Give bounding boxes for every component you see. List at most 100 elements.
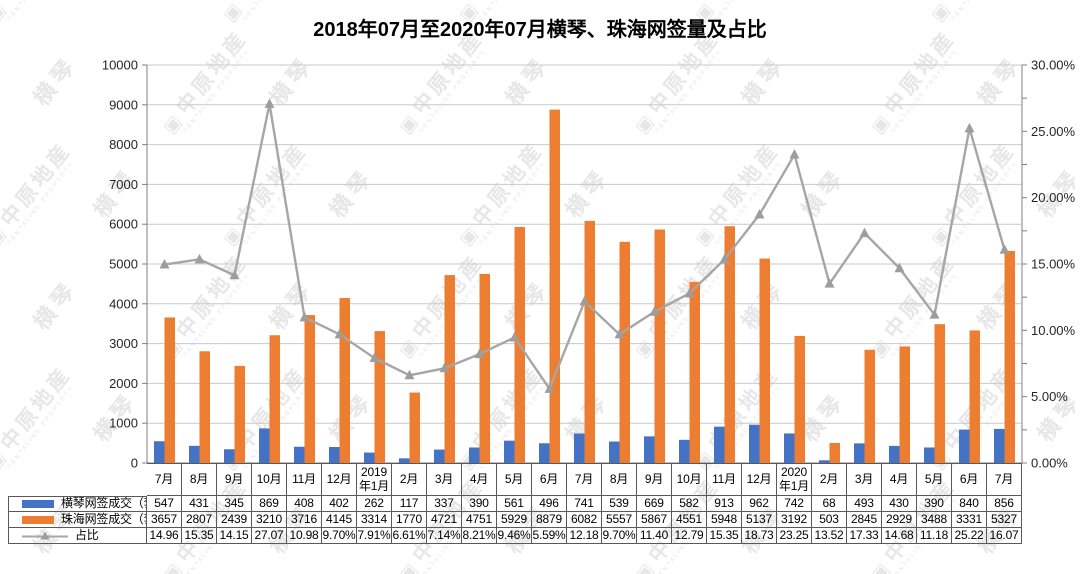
value-cell: 8879 xyxy=(532,512,567,528)
legend-label: 横琴网签成交（套） xyxy=(61,496,146,511)
value-cell: 390 xyxy=(462,496,497,512)
value-cell: 408 xyxy=(287,496,322,512)
hengqin-bar xyxy=(819,460,830,463)
value-cell: 15.35 xyxy=(707,528,742,544)
zhuhai-bar xyxy=(759,258,770,463)
month-header-cell: 3月 xyxy=(427,463,462,496)
legend-cell: 横琴网签成交（套） xyxy=(8,496,147,512)
hengqin-bar xyxy=(434,449,445,463)
right-axis-label: 25.00% xyxy=(1031,124,1076,139)
zhuhai-bar xyxy=(339,298,350,463)
hengqin-bar xyxy=(749,424,760,463)
value-cell: 582 xyxy=(672,496,707,512)
ratio-marker xyxy=(754,209,765,219)
ratio-marker xyxy=(964,122,975,133)
value-cell: 4551 xyxy=(672,512,707,528)
left-axis-label: 5000 xyxy=(109,257,138,272)
value-cell: 3314 xyxy=(357,512,392,528)
ratio-marker xyxy=(369,352,380,363)
zhuhai-legend-swatch xyxy=(22,515,54,524)
ratio-marker xyxy=(264,98,275,108)
value-cell: 345 xyxy=(217,496,252,512)
zhuhai-bar xyxy=(724,226,735,463)
value-cell: 741 xyxy=(567,496,602,512)
value-cell: 15.35 xyxy=(182,528,217,544)
zhuhai-bar xyxy=(199,351,210,463)
hengqin-bar xyxy=(399,458,410,463)
hengqin-legend-swatch xyxy=(22,500,54,508)
value-cell: 669 xyxy=(637,496,672,512)
value-cell: 402 xyxy=(322,496,357,512)
hengqin-bar xyxy=(959,429,970,463)
value-cell: 14.96 xyxy=(147,528,182,544)
legend-cell: 珠海网签成交（套） xyxy=(8,512,147,528)
month-header-cell: 5月 xyxy=(917,463,952,496)
value-cell: 4721 xyxy=(427,512,462,528)
value-cell: 2845 xyxy=(847,512,882,528)
value-cell: 5137 xyxy=(742,512,777,528)
zhuhai-bar xyxy=(899,346,910,463)
month-header-cell: 2019 年1月 xyxy=(357,463,392,496)
hengqin-bar xyxy=(329,447,340,463)
ratio-marker xyxy=(159,259,170,269)
month-header-cell: 8月 xyxy=(182,463,217,496)
right-axis-label: 10.00% xyxy=(1031,323,1076,338)
hengqin-bar xyxy=(539,443,550,463)
month-header-cell: 8月 xyxy=(602,463,637,496)
left-axis-label: 7000 xyxy=(109,177,138,192)
hengqin-bar xyxy=(259,428,270,463)
zhuhai-bar xyxy=(1004,250,1015,463)
data-table: 7月 8月 9月 10月 11月 12月 2019 年1月 2月 3月 4月 5月 6月 7月 8月 9月 10… xyxy=(8,463,1022,544)
value-cell: 68 xyxy=(812,496,847,512)
zhuhai-bar xyxy=(829,442,840,463)
right-axis-label: 5.00% xyxy=(1031,389,1068,404)
value-cell: 337 xyxy=(427,496,462,512)
month-header-cell: 2月 xyxy=(812,463,847,496)
month-header-cell: 6月 xyxy=(952,463,987,496)
value-cell: 117 xyxy=(392,496,427,512)
ratio-marker xyxy=(999,244,1010,254)
zhuhai-bar xyxy=(304,315,315,463)
zhuhai-bar xyxy=(234,365,245,463)
zhuhai-bar xyxy=(934,324,945,463)
month-header-cell: 6月 xyxy=(532,463,567,496)
value-cell: 431 xyxy=(182,496,217,512)
ratio-marker xyxy=(334,328,345,339)
month-header-cell: 7月 xyxy=(987,463,1022,496)
ratio-marker xyxy=(229,269,240,280)
value-cell: 547 xyxy=(147,496,182,512)
value-cell: 27.07 xyxy=(252,528,287,544)
value-cell: 742 xyxy=(777,496,812,512)
value-cell: 3192 xyxy=(777,512,812,528)
value-cell: 3488 xyxy=(917,512,952,528)
value-cell: 5.59% xyxy=(532,528,567,544)
month-header-cell: 7月 xyxy=(147,463,182,496)
value-cell: 9.70% xyxy=(602,528,637,544)
month-header-cell: 7月 xyxy=(567,463,602,496)
value-cell: 5929 xyxy=(497,512,532,528)
value-cell: 390 xyxy=(917,496,952,512)
ratio-marker xyxy=(894,262,905,273)
chart-title: 2018年07月至2020年07月横琴、珠海网签量及占比 xyxy=(313,19,767,41)
left-axis-label: 9000 xyxy=(109,97,138,112)
ratio-marker xyxy=(649,306,660,316)
value-cell: 493 xyxy=(847,496,882,512)
value-cell: 503 xyxy=(812,512,847,528)
value-cell: 6082 xyxy=(567,512,602,528)
ratio-marker xyxy=(194,253,205,264)
ratio-marker xyxy=(299,311,310,322)
left-axis-label: 2000 xyxy=(109,376,138,391)
table-row: 占比 14.96 15.35 14.15 27.07 10.98 9.70% 7.91% 6.6… xyxy=(8,528,1022,544)
value-cell: 9.70% xyxy=(322,528,357,544)
zhuhai-bar xyxy=(549,109,560,464)
right-axis-label: 20.00% xyxy=(1031,190,1076,205)
left-axis-label: 3000 xyxy=(109,336,138,351)
value-cell: 4751 xyxy=(462,512,497,528)
table-row: 横琴网签成交（套）5474313458694084022621173373905… xyxy=(8,496,1022,512)
value-cell: 262 xyxy=(357,496,392,512)
value-cell: 13.52 xyxy=(812,528,847,544)
hengqin-bar xyxy=(889,445,900,463)
value-cell: 3716 xyxy=(287,512,322,528)
month-header-cell: 5月 xyxy=(497,463,532,496)
value-cell: 11.40 xyxy=(637,528,672,544)
